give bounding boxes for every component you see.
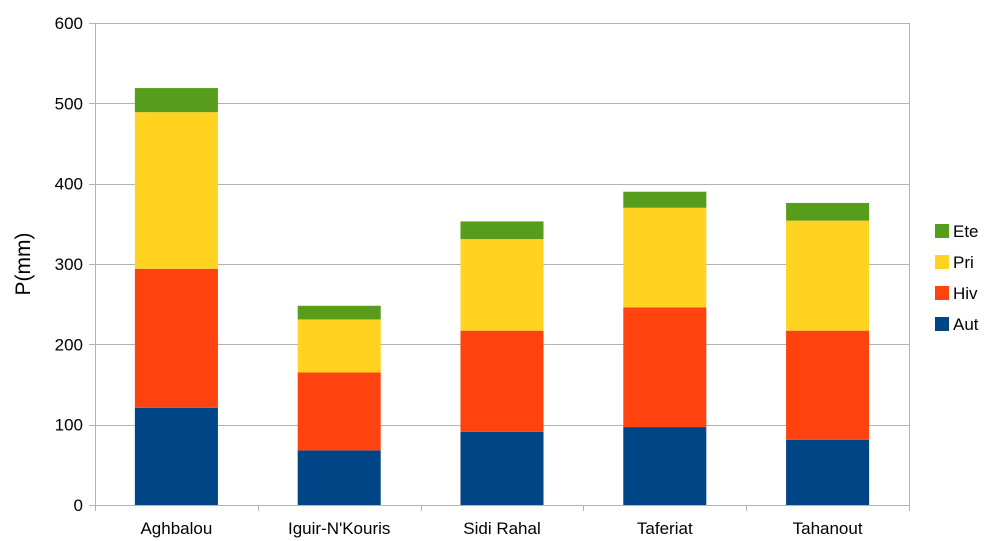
bar-ete-3 bbox=[623, 191, 707, 208]
bar-ete-2 bbox=[460, 221, 544, 240]
legend-label-hiv: Hiv bbox=[953, 284, 978, 303]
y-tick-label-400: 400 bbox=[55, 175, 83, 194]
bar-pri-0 bbox=[134, 112, 218, 269]
x-tick-label-2: Sidi Rahal bbox=[463, 519, 541, 538]
bar-pri-4 bbox=[786, 220, 870, 331]
y-tick-label-300: 300 bbox=[55, 255, 83, 274]
bar-ete-4 bbox=[786, 202, 870, 221]
legend-swatch-ete bbox=[935, 224, 949, 238]
legend-label-pri: Pri bbox=[953, 253, 974, 272]
y-tick-label-500: 500 bbox=[55, 94, 83, 113]
y-tick-label-0: 0 bbox=[74, 496, 83, 515]
y-tick-label-200: 200 bbox=[55, 335, 83, 354]
y-tick-label-600: 600 bbox=[55, 14, 83, 33]
bar-aut-2 bbox=[460, 431, 544, 505]
bar-aut-1 bbox=[297, 450, 381, 505]
legend-swatch-pri bbox=[935, 255, 949, 269]
legend-swatch-aut bbox=[935, 317, 949, 331]
bar-hiv-2 bbox=[460, 330, 544, 432]
bar-ete-1 bbox=[297, 305, 381, 320]
bars bbox=[134, 88, 870, 505]
x-tick-label-3: Taferiat bbox=[637, 519, 693, 538]
legend: Ete Pri Hiv Aut bbox=[935, 222, 979, 334]
x-tick-labels: Aghbalou Iguir-N'Kouris Sidi Rahal Taferiat… bbox=[140, 519, 862, 538]
bar-hiv-0 bbox=[134, 268, 218, 408]
bar-hiv-1 bbox=[297, 372, 381, 451]
bar-hiv-4 bbox=[786, 330, 870, 440]
bar-aut-3 bbox=[623, 427, 707, 505]
bar-ete-0 bbox=[134, 88, 218, 113]
x-tick-label-1: Iguir-N'Kouris bbox=[288, 519, 390, 538]
y-axis-title: P(mm) bbox=[12, 233, 35, 296]
legend-label-ete: Ete bbox=[953, 222, 979, 241]
bar-pri-3 bbox=[623, 207, 707, 308]
bar-pri-2 bbox=[460, 239, 544, 331]
y-tick-label-100: 100 bbox=[55, 416, 83, 435]
legend-swatch-hiv bbox=[935, 286, 949, 300]
bar-hiv-3 bbox=[623, 307, 707, 428]
legend-label-aut: Aut bbox=[953, 315, 979, 334]
y-tick-labels: 0 100 200 300 400 500 600 bbox=[55, 14, 83, 515]
x-tick-label-4: Tahanout bbox=[793, 519, 863, 538]
x-tick-label-0: Aghbalou bbox=[140, 519, 212, 538]
bar-pri-1 bbox=[297, 319, 381, 373]
axes bbox=[89, 23, 910, 511]
bar-aut-0 bbox=[134, 407, 218, 505]
bar-aut-4 bbox=[786, 439, 870, 505]
